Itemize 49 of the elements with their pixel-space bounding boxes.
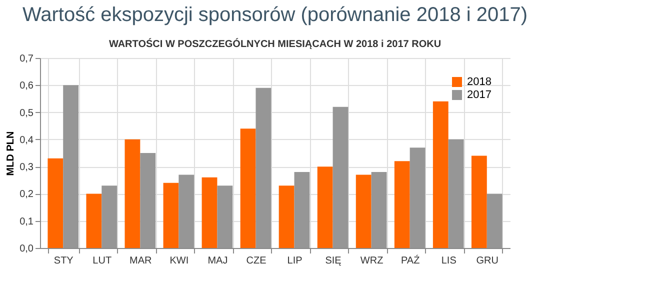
chart-title: Wartość ekspozycji sponsorów (porównanie 2018 i 2017) xyxy=(22,4,528,26)
y-tick-label: 0,7 xyxy=(20,54,34,64)
bar xyxy=(163,182,179,248)
bar xyxy=(278,186,294,248)
y-axis-title: MLD PLN xyxy=(6,131,17,176)
bar xyxy=(394,161,410,248)
x-tick-label: KWI xyxy=(170,256,189,266)
x-tick-label: SIĘ xyxy=(325,256,342,266)
y-tick-label: 0,0 xyxy=(20,244,34,254)
y-tick-label: 0,6 xyxy=(20,80,34,92)
bar xyxy=(63,85,79,248)
bar xyxy=(332,106,348,248)
y-tick-label: 0,1 xyxy=(20,216,34,228)
bar xyxy=(448,139,464,248)
legend-label: 2017 xyxy=(467,89,492,101)
y-tick-label: 0,4 xyxy=(20,134,34,146)
bar xyxy=(140,153,156,248)
x-tick-label: WRZ xyxy=(360,256,384,266)
bar xyxy=(410,148,426,248)
x-tick-label: LUT xyxy=(92,256,112,266)
bar xyxy=(124,139,140,248)
bar xyxy=(317,166,333,248)
bar xyxy=(356,174,372,248)
bar xyxy=(486,194,502,248)
bar xyxy=(371,172,387,248)
bar xyxy=(48,158,64,248)
chart-subtitle: WARTOŚCI W POSZCZEGÓLNYCH MIESIĄCACH W 2018 i 2017 ROKU xyxy=(108,38,442,50)
bar xyxy=(240,128,256,248)
bar xyxy=(178,174,194,248)
x-tick-label: GRU xyxy=(476,256,498,266)
bar xyxy=(102,186,118,248)
y-tick-label: 0,2 xyxy=(20,189,34,200)
x-tick-label: STY xyxy=(54,256,74,266)
bar xyxy=(256,88,272,248)
bar xyxy=(432,101,448,248)
y-tick-label: 0,5 xyxy=(20,108,34,119)
y-tick-label: 0,3 xyxy=(20,162,34,174)
bar xyxy=(86,194,102,248)
x-tick-label: LIP xyxy=(287,256,303,266)
bar xyxy=(217,186,233,248)
bar xyxy=(202,177,218,248)
x-tick-label: PAŹ xyxy=(400,254,420,266)
x-tick-label: LIS xyxy=(441,256,457,266)
bar xyxy=(294,172,310,248)
x-tick-label: MAR xyxy=(130,256,152,266)
bar xyxy=(471,156,487,248)
x-tick-label: CZE xyxy=(246,256,267,266)
legend-label: 2018 xyxy=(467,76,492,88)
x-tick-label: MAJ xyxy=(208,256,228,266)
